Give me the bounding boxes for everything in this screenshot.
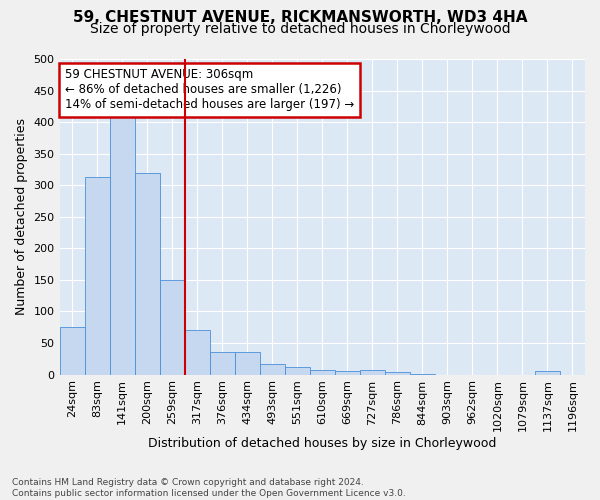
Bar [235, 352, 260, 374]
Bar [160, 280, 185, 374]
Bar [85, 177, 110, 374]
Bar [209, 352, 235, 374]
Bar [260, 364, 285, 374]
Bar [110, 117, 134, 374]
Bar [59, 327, 85, 374]
Bar [335, 372, 360, 374]
Text: Contains HM Land Registry data © Crown copyright and database right 2024.
Contai: Contains HM Land Registry data © Crown c… [12, 478, 406, 498]
Text: 59, CHESTNUT AVENUE, RICKMANSWORTH, WD3 4HA: 59, CHESTNUT AVENUE, RICKMANSWORTH, WD3 … [73, 10, 527, 25]
Text: 59 CHESTNUT AVENUE: 306sqm
← 86% of detached houses are smaller (1,226)
14% of s: 59 CHESTNUT AVENUE: 306sqm ← 86% of deta… [65, 68, 354, 112]
Y-axis label: Number of detached properties: Number of detached properties [15, 118, 28, 316]
Bar [535, 372, 560, 374]
Bar [185, 330, 209, 374]
Bar [385, 372, 410, 374]
Text: Size of property relative to detached houses in Chorleywood: Size of property relative to detached ho… [89, 22, 511, 36]
Bar [310, 370, 335, 374]
X-axis label: Distribution of detached houses by size in Chorleywood: Distribution of detached houses by size … [148, 437, 496, 450]
Bar [134, 172, 160, 374]
Bar [285, 367, 310, 374]
Bar [360, 370, 385, 374]
